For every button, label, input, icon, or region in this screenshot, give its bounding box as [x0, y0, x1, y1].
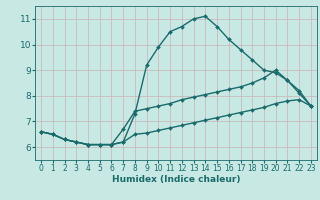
- X-axis label: Humidex (Indice chaleur): Humidex (Indice chaleur): [112, 175, 240, 184]
